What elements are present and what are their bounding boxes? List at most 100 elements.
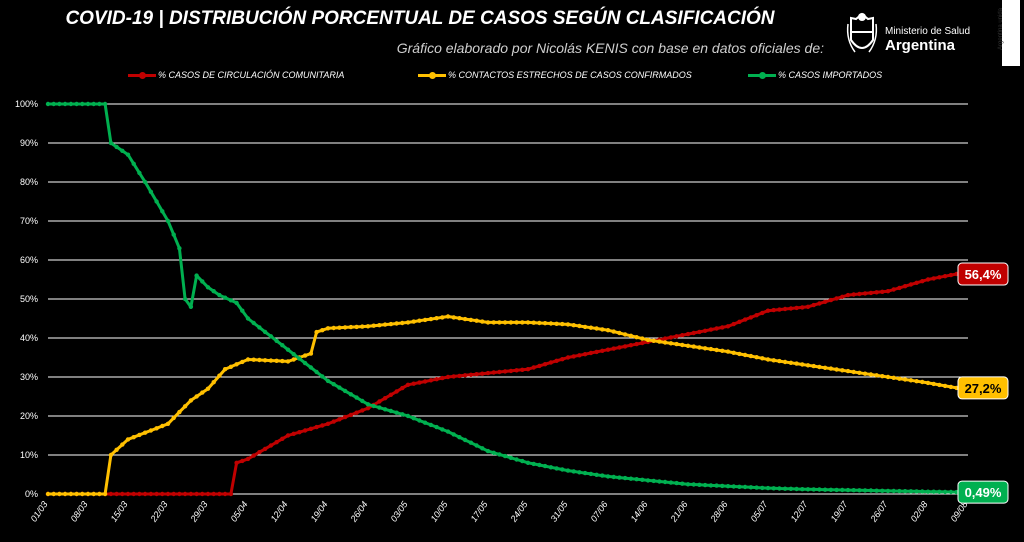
data-point-2: [491, 450, 496, 455]
data-point-1: [788, 360, 794, 365]
data-point-1: [862, 371, 868, 376]
data-point-2: [451, 432, 456, 437]
data-point-2: [120, 148, 125, 153]
data-point-1: [142, 430, 148, 435]
data-point-1: [537, 320, 542, 326]
data-point-1: [257, 357, 262, 363]
data-point-2: [942, 489, 948, 495]
data-point-0: [931, 276, 936, 281]
x-tick-label: 14/06: [629, 499, 650, 523]
data-point-1: [560, 321, 565, 327]
data-point-2: [388, 408, 394, 414]
data-point-0: [268, 443, 274, 448]
data-point-0: [902, 284, 908, 289]
data-point-0: [662, 336, 668, 341]
data-point-0: [857, 291, 862, 297]
data-point-2: [428, 422, 434, 428]
data-point-0: [377, 399, 382, 404]
data-point-1: [937, 382, 942, 388]
data-point-1: [108, 452, 114, 458]
side-badge: Argentina unida: [998, 0, 1020, 66]
data-point-0: [680, 333, 685, 338]
data-point-2: [828, 487, 834, 492]
data-point-0: [480, 371, 485, 376]
data-point-1: [891, 375, 896, 380]
y-tick-label: 80%: [20, 177, 38, 187]
data-point-2: [605, 474, 611, 479]
data-point-2: [240, 308, 245, 313]
data-point-1: [451, 315, 456, 320]
x-tick-label: 22/03: [148, 499, 170, 524]
chart-subtitle: Gráfico elaborado por Nicolás KENIS con …: [396, 40, 824, 56]
data-point-0: [234, 460, 239, 465]
legend-label-comunitaria: % CASOS DE CIRCULACIÓN COMUNITARIA: [158, 70, 345, 80]
data-point-1: [428, 316, 434, 322]
data-point-0: [640, 340, 645, 346]
data-point-0: [588, 350, 594, 356]
data-point-0: [451, 374, 456, 379]
data-point-2: [148, 189, 154, 194]
data-point-0: [594, 349, 599, 355]
data-point-0: [834, 296, 839, 301]
data-point-2: [622, 475, 628, 481]
data-point-0: [777, 307, 782, 312]
data-point-0: [702, 328, 708, 333]
data-point-1: [285, 359, 291, 364]
data-point-2: [822, 487, 828, 492]
data-point-1: [194, 394, 199, 399]
data-point-0: [817, 301, 822, 306]
data-point-2: [840, 487, 845, 493]
data-point-2: [257, 325, 262, 330]
data-point-1: [480, 319, 485, 324]
data-point-0: [754, 313, 759, 318]
data-point-1: [851, 369, 856, 375]
data-point-0: [360, 408, 365, 413]
data-point-2: [885, 488, 891, 494]
x-tick-label: 15/03: [109, 499, 130, 523]
data-point-1: [97, 491, 102, 497]
data-point-0: [240, 458, 245, 464]
data-point-2: [754, 485, 759, 490]
data-point-1: [308, 351, 314, 356]
data-point-2: [468, 440, 474, 445]
data-point-1: [571, 323, 576, 328]
data-point-0: [520, 367, 525, 372]
end-label-box-2: [957, 480, 1009, 504]
data-point-2: [662, 479, 668, 485]
data-point-0: [160, 491, 165, 497]
data-point-0: [462, 373, 468, 378]
data-point-2: [314, 369, 319, 375]
data-point-1: [377, 323, 382, 328]
x-tick-label: 03/05: [389, 499, 411, 524]
data-point-0: [874, 290, 879, 295]
data-point-1: [725, 349, 731, 354]
data-point-1: [668, 341, 674, 346]
data-point-2: [194, 273, 199, 278]
data-point-0: [291, 431, 296, 436]
data-point-2: [702, 482, 708, 488]
data-point-2: [834, 487, 839, 493]
data-point-2: [137, 170, 142, 176]
data-point-2: [365, 402, 371, 407]
legend-item-importados: % CASOS IMPORTADOS: [748, 70, 882, 80]
data-point-2: [720, 483, 725, 489]
data-point-2: [331, 382, 336, 387]
data-point-2: [417, 418, 422, 423]
data-point-2: [102, 101, 108, 107]
data-point-0: [531, 365, 536, 370]
data-point-2: [262, 329, 268, 335]
data-point-2: [325, 378, 331, 384]
data-point-2: [851, 488, 856, 493]
x-tick-label: 01/03: [29, 499, 50, 523]
end-label-1: 27,2%: [965, 381, 1002, 396]
data-point-2: [377, 405, 382, 410]
data-point-1: [914, 379, 919, 384]
data-point-2: [211, 289, 216, 294]
data-point-0: [217, 491, 222, 497]
data-point-1: [160, 423, 165, 429]
data-point-1: [188, 398, 194, 403]
data-point-2: [742, 484, 748, 490]
x-tick-label: 02/08: [909, 499, 930, 523]
data-point-1: [822, 365, 828, 370]
data-point-2: [788, 486, 794, 491]
